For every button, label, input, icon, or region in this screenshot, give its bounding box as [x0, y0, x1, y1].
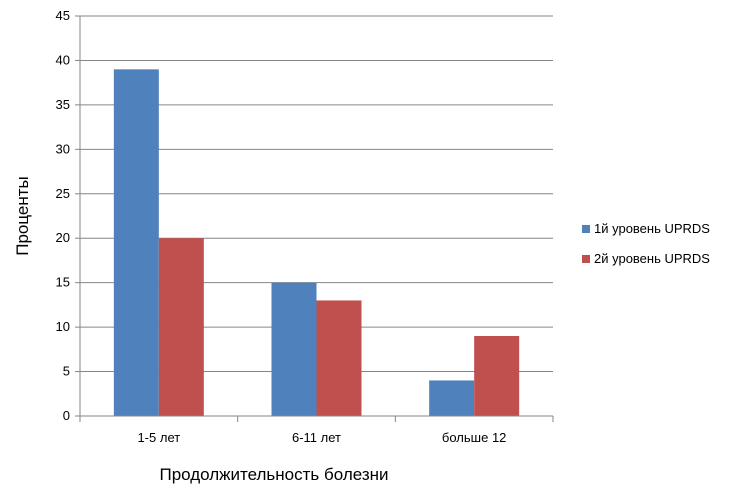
x-tick-label: 1-5 лет — [137, 430, 180, 445]
legend-label: 1й уровень UPRDS — [594, 221, 710, 236]
x-axis-title: Продолжительность болезни — [159, 465, 388, 484]
y-tick-label: 35 — [56, 97, 70, 112]
bar — [113, 69, 159, 416]
bar — [429, 380, 475, 416]
x-tick-label: больше 12 — [442, 430, 506, 445]
bar — [158, 238, 204, 416]
y-tick-label: 5 — [63, 364, 70, 379]
bars — [113, 69, 520, 416]
legend-swatch — [582, 225, 590, 233]
legend-swatch — [582, 255, 590, 263]
bar — [271, 282, 317, 416]
y-tick-label: 25 — [56, 186, 70, 201]
x-axis-ticks: 1-5 лет 6-11 лет больше 12 — [137, 430, 506, 445]
y-tick-label: 20 — [56, 230, 70, 245]
bar — [474, 336, 520, 416]
y-tick-label: 30 — [56, 141, 70, 156]
legend-label: 2й уровень UPRDS — [594, 251, 710, 266]
y-axis-title: Проценты — [13, 176, 32, 256]
y-tick-label: 15 — [56, 275, 70, 290]
y-tick-label: 10 — [56, 319, 70, 334]
legend: 1й уровень UPRDS 2й уровень UPRDS — [582, 221, 710, 266]
x-tick-label: 6-11 лет — [292, 430, 341, 445]
bar — [316, 300, 362, 416]
x-axis — [79, 16, 554, 422]
y-tick-label: 0 — [63, 408, 70, 423]
y-axis-ticks: 0 5 10 15 20 25 30 35 40 45 — [56, 8, 80, 423]
y-tick-label: 45 — [56, 8, 70, 23]
y-tick-label: 40 — [56, 52, 70, 67]
